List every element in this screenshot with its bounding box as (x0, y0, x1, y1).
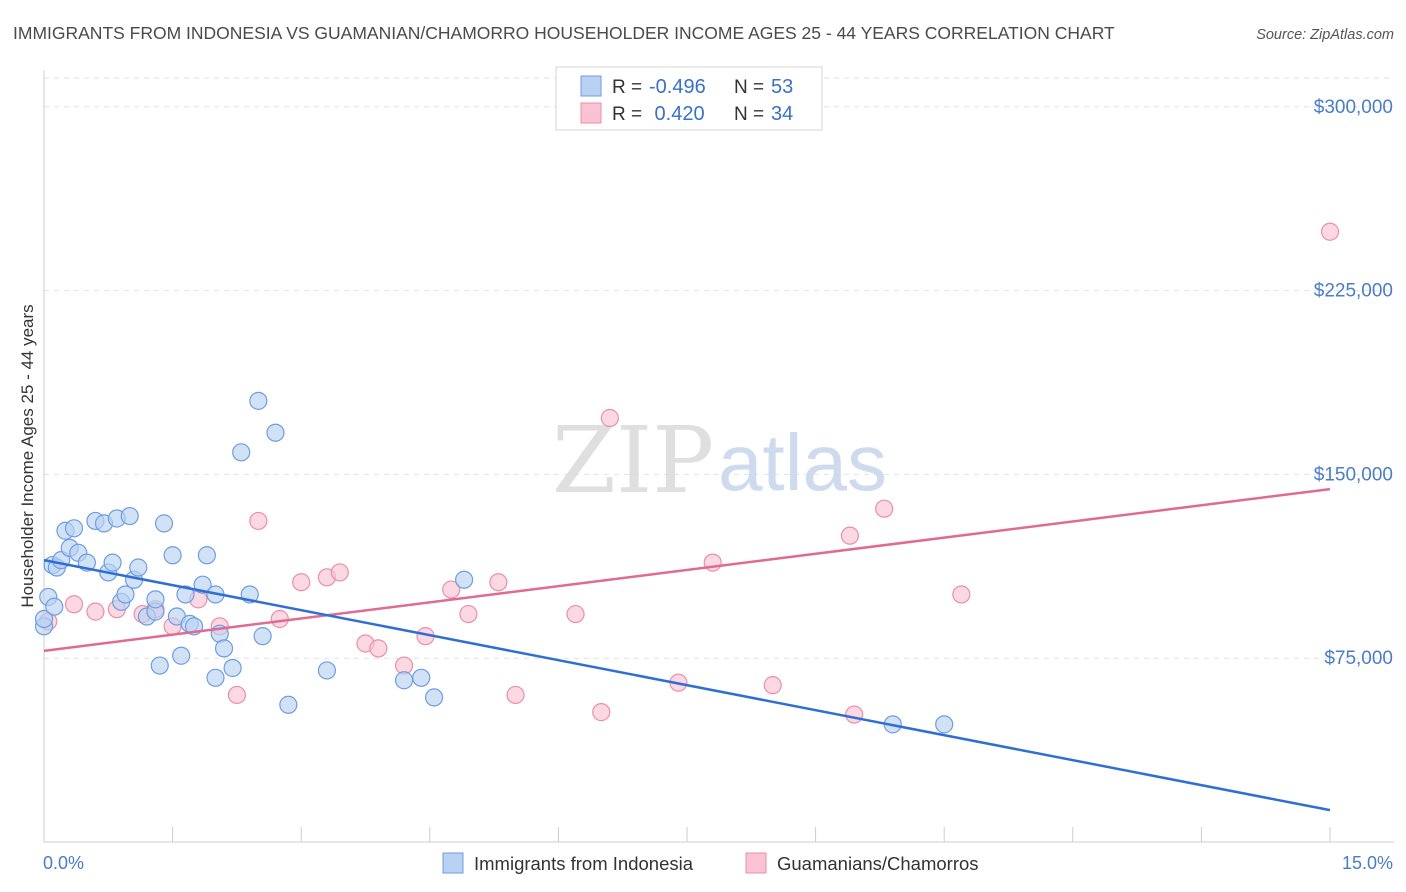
indonesia-point (424, 688, 444, 707)
indonesia-point (214, 639, 234, 658)
guamanians-point (459, 604, 478, 624)
legend-r-label-guamanians: R = (612, 104, 642, 125)
legend-r-label-indonesia: R = (612, 77, 642, 98)
indonesia-point (266, 423, 285, 442)
guamanians-point (369, 639, 388, 658)
indonesia-point (279, 695, 298, 714)
indonesia-point (935, 715, 954, 734)
guamanians-point (566, 604, 585, 624)
y-axis-label: Householder Income Ages 25 - 44 years (18, 304, 37, 607)
series-indonesia-points (34, 391, 954, 734)
indonesia-point (232, 443, 251, 462)
indonesia-point (172, 646, 191, 665)
y-tick-label: $225,000 (1314, 281, 1393, 302)
indonesia-point (146, 590, 165, 609)
stats-legend: R = -0.496 N = 53 R = 0.420 N = 34 (555, 66, 823, 131)
guamanians-point (227, 685, 246, 705)
chart-title: IMMIGRANTS FROM INDONESIA VS GUAMANIAN/C… (13, 23, 1115, 43)
legend-swatch-indonesia (580, 75, 602, 97)
indonesia-point (45, 597, 64, 616)
indonesia-point (163, 546, 182, 565)
trend-lines (43, 487, 1331, 812)
indonesia-point (412, 668, 431, 687)
legend-swatch-guamanians (580, 102, 602, 124)
guamanians-point (506, 685, 525, 705)
guamanians-point (330, 563, 349, 582)
indonesia-point (150, 656, 169, 675)
bottom-legend-swatch-guamanians (745, 852, 767, 874)
indonesia-point (394, 671, 414, 690)
legend-n-value-indonesia: 53 (771, 76, 793, 98)
bottom-legend-swatch-indonesia (442, 852, 464, 874)
indonesia-point (129, 558, 148, 577)
legend-r-value-guamanians: 0.420 (649, 103, 705, 125)
guamanians-point (952, 585, 971, 604)
trend-line-indonesia (43, 558, 1331, 812)
axes (43, 70, 1394, 843)
indonesia-point (206, 668, 225, 687)
indonesia-point (454, 570, 474, 589)
bottom-legend-label-guamanians: Guamanians/Chamorros (777, 853, 979, 874)
guamanians-point (249, 511, 268, 531)
grid-lines (44, 77, 1394, 659)
legend-n-label-guamanians: N = (734, 104, 764, 125)
indonesia-point (249, 391, 268, 410)
legend-r-value-indonesia: -0.496 (649, 76, 706, 98)
y-tick-label: $300,000 (1314, 97, 1393, 118)
guamanians-point (592, 703, 611, 722)
watermark-zip: ZIP (552, 407, 714, 514)
x-tick-label-max: 15.0% (1342, 853, 1393, 873)
indonesia-point (317, 661, 337, 680)
guamanians-point (270, 609, 289, 629)
indonesia-point (116, 585, 135, 604)
legend-n-value-guamanians: 34 (771, 103, 793, 125)
x-axis-ticks (172, 827, 1331, 842)
guamanians-point (840, 526, 859, 545)
guamanians-point (292, 573, 311, 592)
y-tick-label: $75,000 (1324, 648, 1393, 669)
indonesia-point (34, 609, 54, 629)
chart-source: Source: ZipAtlas.com (1256, 27, 1394, 43)
indonesia-point (64, 519, 84, 538)
guamanians-point (489, 573, 508, 592)
guamanians-point (86, 602, 105, 621)
indonesia-point (253, 627, 272, 646)
guamanians-point (442, 580, 461, 599)
watermark-atlas: atlas (718, 418, 887, 507)
bottom-legend-label-indonesia: Immigrants from Indonesia (474, 853, 694, 874)
indonesia-point (103, 553, 122, 572)
series-legend: Immigrants from Indonesia Guamanians/Cha… (442, 852, 979, 874)
guamanians-point (875, 499, 894, 518)
indonesia-point (154, 514, 174, 533)
guamanians-point (763, 676, 782, 695)
indonesia-point (197, 546, 216, 565)
guamanians-point (1320, 222, 1340, 241)
y-tick-label: $150,000 (1314, 464, 1393, 485)
guamanians-point (600, 408, 619, 428)
indonesia-point (176, 585, 195, 604)
trend-line-guamanians (43, 487, 1331, 653)
y-tick-labels: $75,000 $150,000 $225,000 $300,000 (1314, 97, 1393, 669)
indonesia-point (223, 658, 242, 678)
guamanians-point (845, 705, 864, 724)
legend-n-label-indonesia: N = (734, 77, 764, 98)
indonesia-point (120, 506, 139, 526)
watermark: ZIP atlas (552, 407, 887, 514)
x-tick-label-min: 0.0% (43, 853, 84, 873)
guamanians-point (64, 595, 84, 614)
